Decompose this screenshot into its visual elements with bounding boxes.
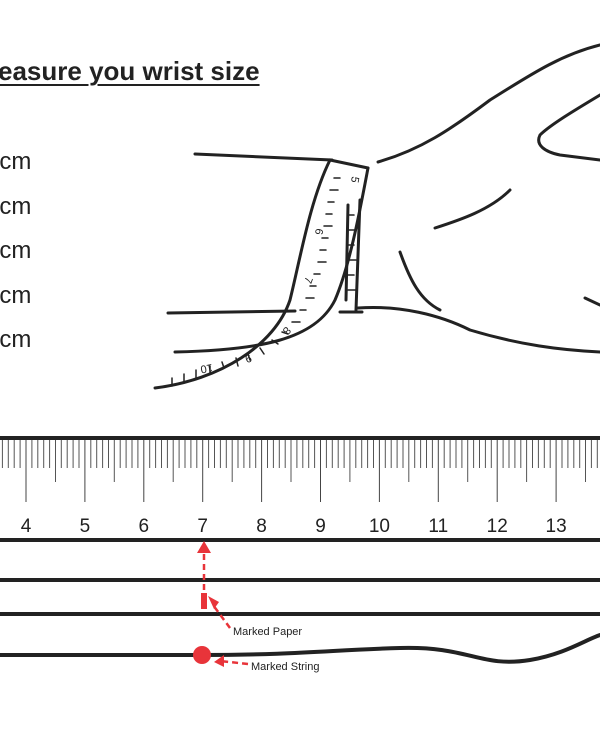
string [0,633,600,664]
ruler-number: 10 [369,516,390,537]
ruler-number: 7 [197,516,208,537]
tape-outer-edge [153,158,332,390]
size-item: 8cm [0,148,32,175]
arrow-head-string [214,655,224,667]
marked-paper-label: Marked Paper [233,626,302,638]
size-item: 9cm [0,192,32,220]
ruler-number: 5 [80,516,91,537]
hand-back-outline [376,43,600,164]
arm-top-line [193,152,334,162]
thumb-outline [537,93,600,162]
arrow-head-up [197,541,211,553]
ruler-numbers: 4 5 6 7 8 9 10 11 12 13 [21,516,567,537]
arrow-head-paper [208,596,219,609]
arrows [202,552,249,666]
page-title: easure you wrist size [0,56,260,86]
palm-bottom-outline [356,305,600,354]
ruler: 4 5 6 7 8 9 10 11 12 13 [0,436,600,542]
ruler-number: 12 [487,516,508,537]
arrow-heads [197,541,224,667]
tape-label: 5 [348,175,361,183]
arrow-string-pointer [219,659,249,666]
ruler-number: 13 [546,516,567,537]
ruler-number: 4 [21,516,32,537]
ruler-number: 9 [315,516,326,537]
arrow-paper-pointer [211,604,232,629]
tape-top-end [328,158,370,170]
ruler-number: 11 [428,516,448,537]
measuring-tape: 5 6 7 8 9 10 [153,158,370,390]
tape-label: 7 [301,275,314,285]
size-item: 1cm [0,281,32,309]
tape-ticks [171,177,357,387]
paper-strip [0,578,600,616]
tape-inner-edge [173,166,370,354]
ruler-number: 8 [256,516,267,537]
tape-front-left [344,203,350,302]
wrist-crease [398,250,442,312]
tape-front-right [354,198,362,312]
finger-line [583,296,600,307]
ruler-ticks [1,440,598,502]
string-mark [193,646,211,664]
tape-label: 9 [243,351,253,364]
wrist-size-list: 8cm 9cm 0cm 1cm 2cm [0,140,31,363]
marked-string-label: Marked String [251,661,319,673]
size-item: 2cm [0,326,32,353]
tape-label: 8 [280,324,293,336]
tape-label: 6 [312,227,325,235]
knuckle-line [433,188,512,230]
ruler-number: 6 [139,516,150,537]
size-item: 0cm [0,237,32,264]
paper-mark [201,593,207,609]
tape-label: 10 [199,361,213,375]
hand-illustration [166,43,600,354]
arm-bottom-line [166,309,297,315]
tape-labels: 5 6 7 8 9 10 [199,175,360,375]
